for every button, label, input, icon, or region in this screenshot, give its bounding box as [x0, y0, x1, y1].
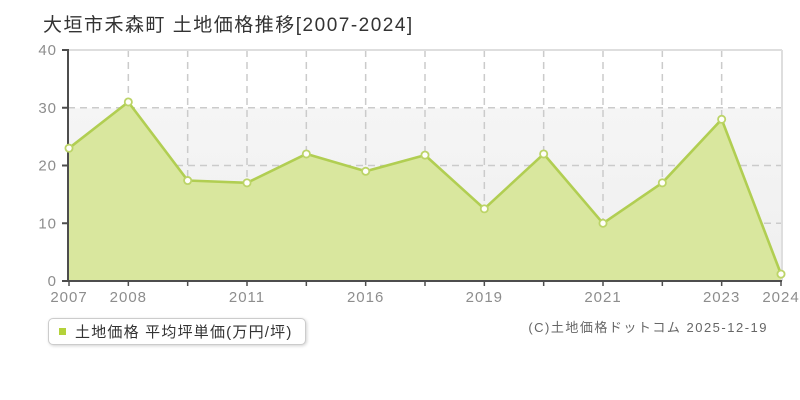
data-point-marker[interactable] [598, 218, 608, 228]
copyright-text: (C)土地価格ドットコム 2025-12-19 [528, 320, 768, 335]
data-point-marker[interactable] [657, 178, 667, 188]
x-tick-label: 2021 [584, 289, 621, 306]
x-tick-label: 2008 [110, 289, 147, 306]
data-point-marker[interactable] [242, 178, 252, 188]
y-tick-label: 0 [48, 273, 57, 290]
y-tick-label: 30 [38, 100, 57, 117]
x-tick-label: 2011 [229, 289, 265, 306]
y-tick-label: 10 [38, 215, 57, 232]
price-trend-chart: 0 10 20 30 40 2007 2008 2011 2016 2019 2021 2023 202… [38, 42, 799, 306]
data-point-marker[interactable] [420, 150, 430, 160]
chart-title: 大垣市禾森町 土地価格推移[2007-2024] [43, 15, 414, 36]
y-tick-label: 20 [38, 158, 57, 175]
legend-label: 土地価格 平均坪単価(万円/坪) [75, 324, 293, 341]
x-tick-label: 2023 [703, 289, 740, 306]
data-point-marker[interactable] [361, 166, 371, 176]
data-point-marker[interactable] [183, 176, 193, 186]
series-area [69, 102, 781, 281]
data-point-marker[interactable] [776, 269, 786, 279]
legend-swatch-icon [59, 328, 66, 335]
data-point-marker[interactable] [479, 204, 489, 214]
legend-box: 土地価格 平均坪単価(万円/坪) [48, 318, 306, 345]
y-tick-label: 40 [38, 42, 57, 59]
data-point-marker[interactable] [123, 97, 133, 107]
data-point-marker[interactable] [64, 143, 74, 153]
data-point-marker[interactable] [301, 149, 311, 159]
x-tick-label: 2016 [347, 289, 384, 306]
x-tick-label: 2024 [762, 289, 799, 306]
data-point-marker[interactable] [717, 114, 727, 124]
data-point-marker[interactable] [539, 149, 549, 159]
x-tick-label: 2007 [50, 289, 87, 306]
x-tick-label: 2019 [466, 289, 503, 306]
